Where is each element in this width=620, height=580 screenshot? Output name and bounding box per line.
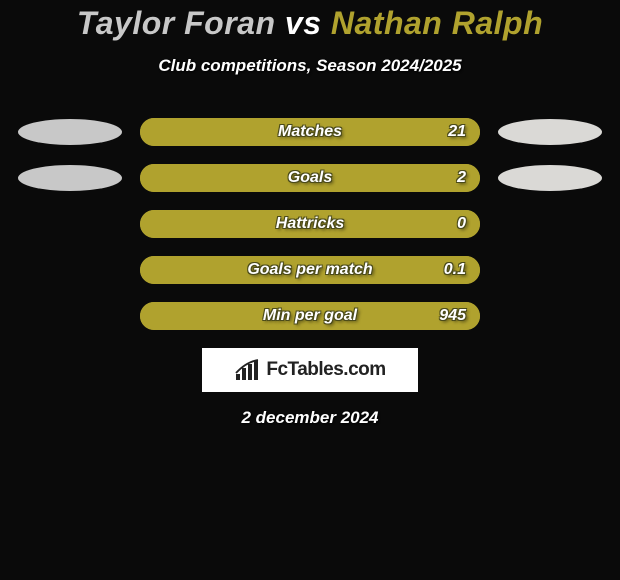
right-side (480, 165, 620, 191)
stat-label: Matches (278, 123, 342, 141)
stat-value-right: 21 (448, 123, 466, 141)
stat-value-right: 0 (457, 215, 466, 233)
bars-icon (234, 358, 262, 382)
stat-value-right: 945 (439, 307, 466, 325)
left-side (0, 119, 140, 145)
stat-bar: Hattricks 0 (140, 210, 480, 238)
player1-marker (18, 165, 122, 191)
left-side (0, 165, 140, 191)
stat-bar: Goals per match 0.1 (140, 256, 480, 284)
stat-row: Goals 2 (0, 164, 620, 192)
date-text: 2 december 2024 (0, 408, 620, 428)
player2-marker (498, 165, 602, 191)
stat-row: Hattricks 0 (0, 210, 620, 238)
player1-name: Taylor Foran (77, 5, 276, 41)
player2-name: Nathan Ralph (331, 5, 543, 41)
player2-marker (498, 119, 602, 145)
logo-box[interactable]: FcTables.com (202, 348, 418, 392)
stat-row: Matches 21 (0, 118, 620, 146)
vs-separator: vs (285, 5, 322, 41)
stat-label: Min per goal (263, 307, 357, 325)
stat-value-right: 0.1 (444, 261, 466, 279)
stat-bar: Goals 2 (140, 164, 480, 192)
stat-value-right: 2 (457, 169, 466, 187)
subtitle: Club competitions, Season 2024/2025 (0, 56, 620, 76)
stat-label: Goals (288, 169, 332, 187)
player1-marker (18, 119, 122, 145)
stat-label: Goals per match (247, 261, 372, 279)
stat-row: Goals per match 0.1 (0, 256, 620, 284)
stat-rows: Matches 21 Goals 2 Hattricks 0 Goals per match… (0, 118, 620, 330)
stat-label: Hattricks (276, 215, 344, 233)
stat-bar: Matches 21 (140, 118, 480, 146)
right-side (480, 119, 620, 145)
comparison-card: Taylor Foran vs Nathan Ralph Club compet… (0, 0, 620, 580)
logo-text: FcTables.com (266, 359, 385, 381)
stat-bar: Min per goal 945 (140, 302, 480, 330)
stat-row: Min per goal 945 (0, 302, 620, 330)
page-title: Taylor Foran vs Nathan Ralph (0, 4, 620, 42)
logo-inner: FcTables.com (234, 358, 385, 382)
